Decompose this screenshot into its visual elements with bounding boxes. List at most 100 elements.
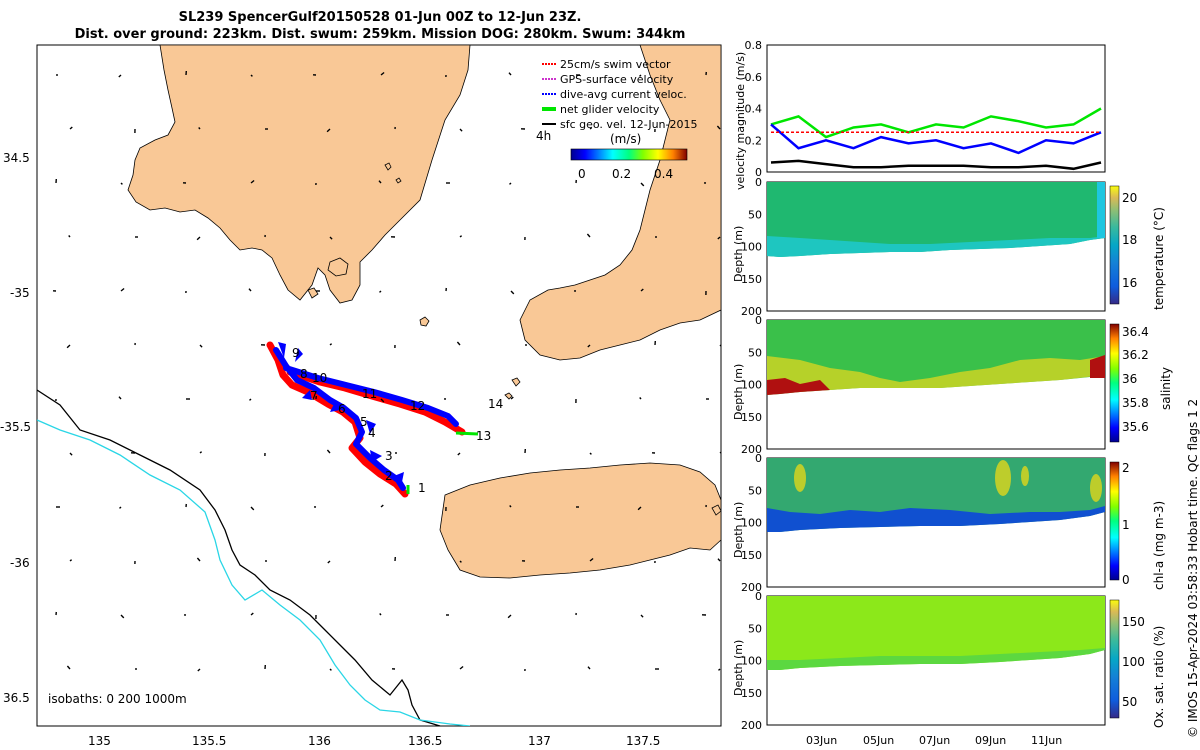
lon-tick: 135.5: [192, 734, 226, 748]
chla-bottom-low: [767, 506, 1105, 532]
geo-arrow: [457, 452, 461, 456]
day-label: 11: [362, 387, 377, 401]
cbar-tick: 1: [1122, 518, 1130, 532]
small-islands: [307, 162, 721, 516]
speed-colorbar: [570, 148, 688, 161]
lat-ticks: 34.5 -35 -35.5 -36 36.5: [0, 151, 31, 705]
land-eyre-peninsula: [127, 45, 471, 304]
oxygen-field: [767, 596, 1105, 670]
day-label: 1: [418, 481, 426, 495]
geo-arrow: [118, 74, 122, 78]
day-label: 3: [385, 449, 393, 463]
geo-arrow: [198, 127, 201, 130]
geo-arrow: [250, 612, 254, 616]
geo-arrow: [589, 452, 592, 455]
lat-tick: 34.5: [3, 151, 30, 165]
track-net-velocity: [455, 431, 479, 436]
geo-arrow: [508, 72, 512, 76]
salinity-colorbar: [1109, 323, 1120, 443]
depth-tick: 200: [741, 581, 762, 594]
lon-tick: 137.5: [626, 734, 660, 748]
geo-arrow: [68, 235, 71, 238]
date-tick: 11Jun: [1031, 734, 1062, 747]
geo-arrow: [459, 235, 463, 238]
geo-arrow: [69, 559, 73, 562]
chla-clabel: chl-a (mg m-3): [1152, 501, 1166, 590]
legend-net-glider: net glider velocity: [560, 103, 660, 116]
lon-tick: 135: [88, 734, 111, 748]
geo-arrow: [718, 668, 721, 671]
cbar-tick: 20: [1122, 191, 1137, 205]
geo-arrow: [717, 558, 721, 562]
date-tick: 05Jun: [863, 734, 894, 747]
legend-gps-velocity: GPS-surface velocity: [560, 73, 674, 86]
day-label: 12: [410, 399, 425, 413]
geo-arrow: [69, 452, 73, 456]
day-label: 2: [385, 469, 393, 483]
geo-arrow: [66, 665, 71, 670]
depth-tick: 50: [748, 622, 762, 635]
geo-arrow: [199, 344, 203, 348]
day-label: 9: [292, 346, 300, 360]
lon-ticks: 135 135.5 136 136.5 137 137.5: [88, 734, 660, 748]
day-label: 7: [310, 389, 318, 403]
legend-interval: 4h: [536, 129, 551, 143]
velocity-ytick: 0.8: [745, 39, 763, 52]
geo-arrow: [250, 506, 255, 511]
depth-tick: 150: [741, 273, 762, 286]
geo-arrow: [639, 397, 642, 400]
track-red: [266, 341, 466, 498]
depth-tick: 0: [755, 590, 762, 603]
chla-ylabel: Depth (m): [732, 502, 745, 558]
salinity-panel: Depth (m) 36.4 36.2 36 35.8 35.6 salinit…: [732, 319, 1173, 450]
depth-tick: 200: [741, 305, 762, 318]
velocity-frame: [766, 44, 1106, 173]
geo-arrow: [69, 126, 73, 130]
geo-arrow: [459, 560, 462, 563]
depth-tick: 150: [741, 549, 762, 562]
imos-credit: © IMOS 15-Apr-2024 03:58:33 Hobart time.…: [1186, 398, 1200, 738]
day-label: 8: [300, 367, 308, 381]
geo-arrow: [717, 236, 721, 240]
velocity-series: [770, 107, 1102, 171]
lon-tick: 137: [528, 734, 551, 748]
track-blue-spikes: [278, 342, 404, 482]
geo-arrow: [250, 179, 255, 184]
day-label: 5: [360, 415, 368, 429]
geo-arrow: [196, 236, 201, 241]
depth-tick: 50: [748, 346, 762, 359]
geo-arrow: [380, 398, 385, 403]
geo-arrow: [118, 396, 122, 400]
geo-arrow: [380, 71, 385, 76]
isobath-legend: isobaths: 0 200 1000m: [48, 692, 187, 706]
geo-arrow: [120, 614, 125, 619]
lat-tick: -35: [10, 286, 30, 300]
geo-arrow: [327, 560, 331, 564]
date-tick: 09Jun: [975, 734, 1006, 747]
cbar-tick: 0: [578, 167, 586, 181]
velocity-line: [770, 107, 1102, 139]
depth-tick: 50: [748, 484, 762, 497]
geo-arrow: [120, 182, 123, 185]
depth-tick: 0: [755, 176, 762, 189]
day-label: 6: [338, 402, 346, 416]
legend-dive-avg: dive-avg current veloc.: [560, 88, 687, 101]
geo-arrow: [459, 665, 464, 670]
oxygen-panel: Depth (m) 150 100 50 Ox. sat. ratio (%): [732, 595, 1166, 728]
depth-tick: 100: [741, 517, 762, 530]
geo-arrow: [586, 233, 591, 238]
salinity-high-layer: [767, 356, 1105, 395]
depth-tick: 50: [748, 208, 762, 221]
chla-surface-patches: [794, 460, 1102, 502]
chla-panel: Depth (m) 2 1 0 chl-a (mg m-3): [732, 457, 1166, 590]
temperature-warm-edge: [1097, 182, 1105, 238]
oxygen-bottom-layer: [767, 648, 1105, 670]
lon-tick: 136.5: [408, 734, 442, 748]
geo-arrow: [509, 505, 512, 508]
geo-arrow: [326, 449, 331, 454]
lat-tick: -36: [10, 556, 30, 570]
isobath-1000m: [37, 419, 471, 726]
velocity-ytick: 0.6: [745, 71, 763, 84]
temperature-field: [767, 182, 1105, 257]
